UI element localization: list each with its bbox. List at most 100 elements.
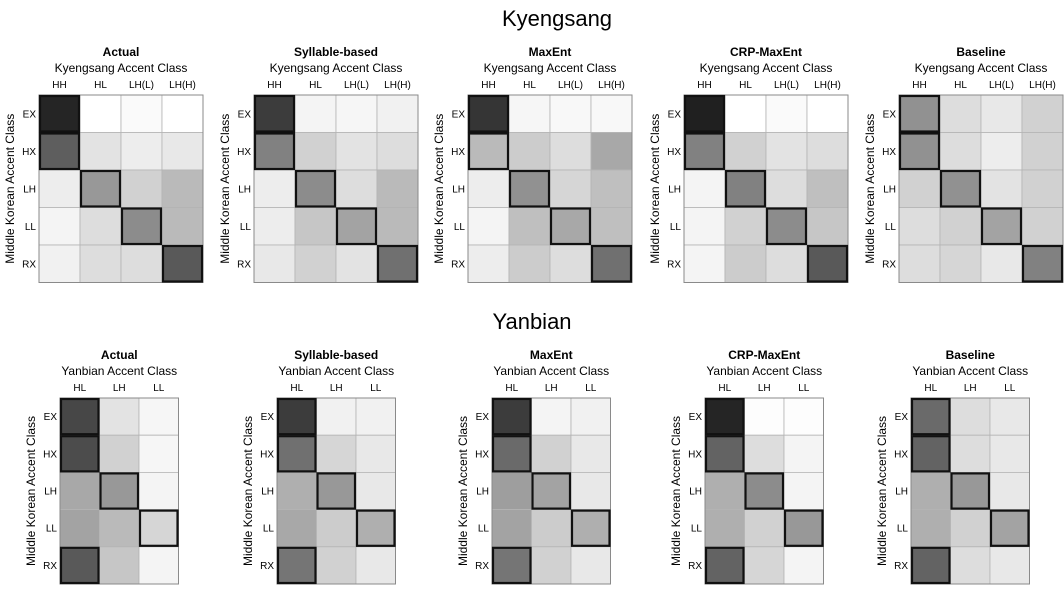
heatmap-cell bbox=[38, 94, 81, 133]
x-tick-label: LL bbox=[370, 383, 382, 394]
x-tick-label: HL bbox=[954, 80, 967, 91]
highlight-cell bbox=[491, 435, 532, 473]
y-tick-label: LH bbox=[261, 487, 274, 498]
heatmap-cell bbox=[59, 546, 100, 585]
heatmap-cell bbox=[316, 546, 357, 585]
panel-yanbian-1: Syllable-based Yanbian Accent Class HL LH LL… bbox=[241, 348, 396, 585]
panel-yanbian-3: CRP-MaxEnt Yanbian Accent Class HL LH LL Midd… bbox=[669, 348, 824, 585]
heatmap-cell bbox=[253, 132, 296, 171]
x-tick-label: LH(H) bbox=[1029, 80, 1056, 91]
plot-frame bbox=[491, 397, 611, 585]
heatmap-cell bbox=[549, 207, 592, 246]
y-tick-label: EX bbox=[452, 109, 466, 120]
y-tick-label: EX bbox=[895, 412, 909, 423]
highlight-cell bbox=[765, 207, 808, 246]
heatmap-cell bbox=[316, 397, 357, 436]
highlight-cell bbox=[939, 169, 982, 208]
heatmap-cell bbox=[253, 244, 296, 283]
x-tick-label: HL bbox=[290, 383, 303, 394]
heatmap-cell bbox=[570, 434, 611, 473]
heatmap-cell bbox=[765, 132, 808, 171]
heatmap-cell bbox=[980, 94, 1023, 133]
x-tick-label: HL bbox=[94, 80, 107, 91]
y-tick-label: LH bbox=[689, 487, 702, 498]
plot-frame bbox=[38, 94, 204, 283]
highlight-cell bbox=[744, 472, 785, 510]
y-tick-label: LH bbox=[883, 184, 896, 195]
heatmap-cell bbox=[294, 132, 337, 171]
y-tick-label: LL bbox=[240, 222, 252, 233]
heatmap-cell bbox=[276, 434, 317, 473]
heatmap-cell bbox=[939, 169, 982, 208]
heatmap-cell bbox=[508, 94, 551, 133]
heatmap-cell bbox=[161, 207, 204, 246]
y-tick-label: EX bbox=[23, 109, 37, 120]
y-tick-label: EX bbox=[44, 412, 58, 423]
heatmap-cell bbox=[783, 546, 824, 585]
heatmap-cell bbox=[376, 94, 419, 133]
highlight-cell bbox=[704, 435, 745, 473]
y-tick-label: HX bbox=[237, 147, 251, 158]
heatmap-cell bbox=[531, 471, 572, 510]
panel-yanbian-4: Baseline Yanbian Accent Class HL LH LL Middle… bbox=[875, 348, 1030, 585]
heatmap-cell bbox=[980, 169, 1023, 208]
x-tick-label: LH(L) bbox=[558, 80, 583, 91]
panel-title: Baseline bbox=[956, 45, 1006, 59]
heatmap-cell bbox=[38, 169, 81, 208]
panel-yanbian-0: Actual Yanbian Accent Class HL LH LL Middle K… bbox=[24, 348, 179, 585]
heatmap-cell bbox=[898, 169, 941, 208]
heatmap-cell bbox=[989, 509, 1030, 548]
x-tick-label: HH bbox=[697, 80, 711, 91]
heatmap-cell bbox=[276, 471, 317, 510]
y-tick-label: RX bbox=[43, 561, 57, 572]
highlight-cell bbox=[376, 244, 419, 283]
heatmap-cell bbox=[376, 244, 419, 283]
heatmap-cell bbox=[79, 94, 122, 133]
heatmap-cell bbox=[939, 94, 982, 133]
heatmap-cell bbox=[704, 546, 745, 585]
x-tick-label: HL bbox=[523, 80, 536, 91]
x-tick-label: LH bbox=[964, 383, 977, 394]
highlight-cell bbox=[59, 397, 100, 436]
plot-frame bbox=[253, 94, 419, 283]
y-tick-label: LH bbox=[23, 184, 36, 195]
heatmap-cell bbox=[806, 207, 849, 246]
section-title-kyengsang: Kyengsang bbox=[502, 6, 612, 31]
y-tick-label: LL bbox=[691, 524, 703, 535]
heatmap-cell bbox=[950, 509, 991, 548]
heatmap-cell bbox=[683, 132, 726, 171]
heatmap-cell bbox=[276, 546, 317, 585]
y-tick-label: LL bbox=[670, 222, 682, 233]
heatmap-cell bbox=[508, 244, 551, 283]
plot-frame bbox=[276, 397, 396, 585]
heatmap-cell bbox=[138, 509, 179, 548]
highlight-cell bbox=[549, 207, 592, 246]
highlight-cell bbox=[138, 509, 179, 547]
heatmap-cell bbox=[783, 471, 824, 510]
x-axis-label: Kyengsang Accent Class bbox=[915, 61, 1048, 75]
x-tick-label: LL bbox=[585, 383, 597, 394]
heatmap-cell bbox=[683, 94, 726, 133]
y-axis-label: Middle Korean Accent Class bbox=[456, 416, 470, 566]
y-tick-label: EX bbox=[668, 109, 682, 120]
panel-title: Baseline bbox=[946, 348, 996, 362]
highlight-cell bbox=[467, 132, 510, 171]
y-tick-label: LL bbox=[885, 222, 897, 233]
heatmap-cell bbox=[898, 207, 941, 246]
x-tick-label: HH bbox=[481, 80, 495, 91]
x-axis-label: Yanbian Accent Class bbox=[706, 364, 822, 378]
x-axis-label: Yanbian Accent Class bbox=[61, 364, 177, 378]
heatmap-cell bbox=[99, 434, 140, 473]
y-axis-label: Middle Korean Accent Class bbox=[241, 416, 255, 566]
y-tick-label: HX bbox=[882, 147, 896, 158]
heatmap-cell bbox=[950, 471, 991, 510]
highlight-cell bbox=[120, 207, 163, 246]
y-tick-label: RX bbox=[22, 259, 36, 270]
heatmap-cell bbox=[1021, 132, 1064, 171]
x-tick-label: HH bbox=[912, 80, 926, 91]
highlight-cell bbox=[276, 546, 317, 585]
highlight-cell bbox=[980, 207, 1023, 246]
panel-title: CRP-MaxEnt bbox=[730, 45, 802, 59]
section-title-yanbian: Yanbian bbox=[492, 309, 571, 334]
heatmap-cell bbox=[316, 509, 357, 548]
